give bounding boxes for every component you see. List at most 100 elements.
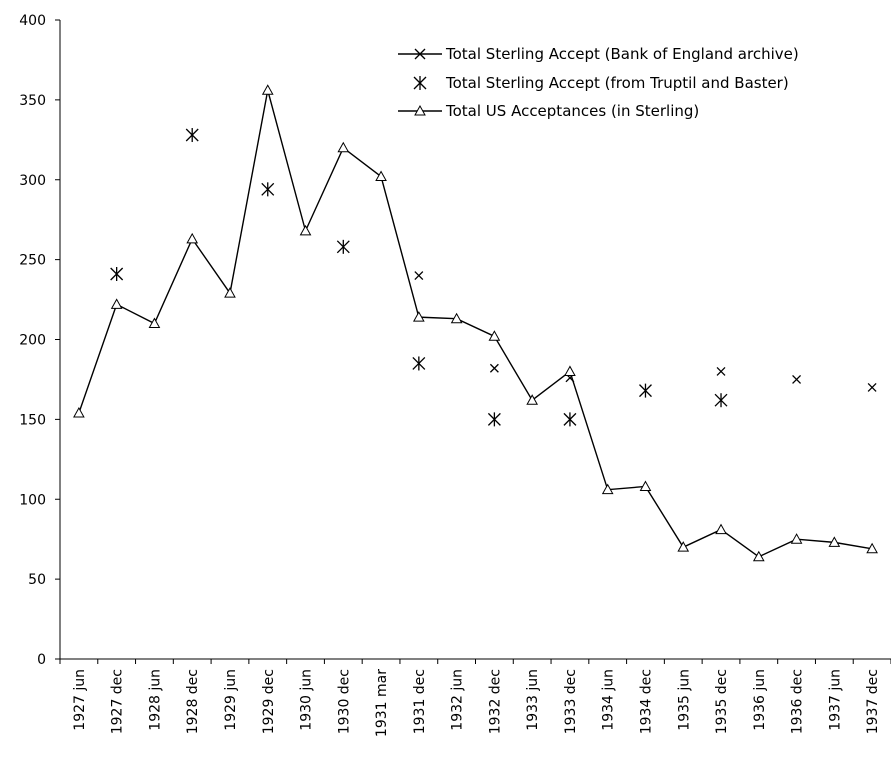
- x-marker-stroke: [716, 366, 726, 376]
- legend-label: Total Sterling Accept (from Truptil and …: [445, 74, 789, 92]
- triangle-marker-shape: [224, 287, 236, 298]
- legend-label: Total Sterling Accept (Bank of England a…: [445, 45, 799, 63]
- data-point: [526, 394, 539, 405]
- triangle-marker-shape: [526, 394, 539, 405]
- data-point: [375, 170, 387, 182]
- x-tick-label: 1935 dec: [714, 669, 730, 734]
- data-point: [261, 84, 274, 95]
- x-tick-label: 1935 jun: [676, 669, 692, 731]
- data-point: [414, 271, 424, 281]
- data-point: [148, 317, 161, 329]
- data-point: [261, 182, 275, 197]
- x-tick-label: 1936 dec: [790, 669, 806, 734]
- triangle-marker-shape: [73, 406, 85, 418]
- x-marker-stroke: [867, 382, 877, 392]
- triangle-marker-shape: [601, 483, 614, 495]
- x-tick-label: 1934 dec: [638, 669, 654, 734]
- x-marker-stroke: [414, 48, 426, 60]
- series-layer: [73, 84, 878, 562]
- data-point: [185, 128, 199, 143]
- y-tick-label: 300: [19, 173, 46, 189]
- x-marker-stroke: [489, 363, 499, 373]
- y-tick-label: 50: [28, 572, 46, 588]
- data-point: [677, 541, 690, 552]
- x-marker-stroke: [792, 374, 802, 384]
- x-tick-label: 1932 dec: [487, 669, 503, 734]
- x-tick-label: 1936 jun: [752, 669, 768, 731]
- y-tick-label: 150: [19, 412, 46, 428]
- data-point: [110, 267, 124, 282]
- triangle-marker-shape: [261, 84, 274, 95]
- data-point: [563, 412, 577, 427]
- axes: 0 50 100 150 200 250 300 350 400 1927 jun 1927 dec…: [19, 13, 891, 737]
- data-point: [639, 383, 652, 398]
- triangle-marker-shape: [564, 365, 576, 376]
- x-tick-label: 1930 dec: [336, 669, 352, 734]
- y-tick-label: 200: [19, 333, 46, 349]
- triangle-marker-shape: [715, 523, 727, 535]
- x-tick-label: 1931 mar: [374, 669, 390, 737]
- data-point: [564, 365, 576, 376]
- data-point: [73, 406, 85, 418]
- x-tick-label: 1932 jun: [450, 669, 466, 731]
- y-tick-label: 100: [19, 492, 46, 508]
- legend-label: Total US Acceptances (in Sterling): [445, 102, 699, 120]
- x-tick-label: 1928 dec: [185, 669, 201, 734]
- data-point: [792, 374, 802, 384]
- data-point: [866, 542, 878, 554]
- triangle-marker-shape: [828, 536, 841, 547]
- y-tick-label: 350: [19, 93, 46, 109]
- data-point: [337, 141, 350, 153]
- data-point: [489, 363, 499, 373]
- triangle-marker-shape: [488, 330, 501, 341]
- x-tick-label: 1933 jun: [525, 669, 541, 731]
- x-tick-label: 1937 jun: [827, 669, 843, 731]
- legend-entry-1: Total Sterling Accept (Bank of England a…: [398, 45, 799, 63]
- triangle-marker-shape: [450, 312, 463, 324]
- data-point: [601, 483, 614, 495]
- triangle-marker-shape: [110, 298, 123, 309]
- data-point: [412, 356, 426, 371]
- triangle-marker-shape: [790, 533, 803, 544]
- triangle-marker-shape: [677, 541, 690, 552]
- triangle-marker-shape: [299, 224, 312, 236]
- triangle-marker-shape: [752, 550, 765, 562]
- data-point: [299, 224, 312, 236]
- x-tick-label: 1927 jun: [72, 669, 88, 731]
- data-point: [828, 536, 841, 547]
- data-point: [639, 480, 652, 491]
- legend-entry-2: Total Sterling Accept (from Truptil and …: [413, 74, 789, 92]
- x-tick-label: 1937 dec: [865, 669, 881, 734]
- x-marker-stroke: [414, 271, 424, 281]
- triangle-marker-shape: [414, 104, 426, 116]
- triangle-marker-shape: [148, 317, 161, 329]
- y-tick-label: 400: [19, 13, 46, 29]
- data-point: [412, 311, 425, 322]
- data-point: [790, 533, 803, 544]
- x-tick-label: 1927 dec: [110, 669, 126, 734]
- triangle-marker-shape: [639, 480, 652, 491]
- data-point: [867, 382, 877, 392]
- triangle-marker-shape: [412, 311, 425, 322]
- series-2: [110, 128, 728, 427]
- x-tick-label: 1931 dec: [412, 669, 428, 734]
- data-point: [336, 239, 350, 254]
- y-tick-label: 0: [37, 652, 46, 668]
- triangle-marker-shape: [866, 542, 878, 554]
- data-point: [186, 232, 199, 244]
- triangle-marker-shape: [375, 170, 387, 182]
- legend-entry-3: Total US Acceptances (in Sterling): [398, 102, 699, 120]
- data-point: [714, 393, 728, 408]
- x-tick-label: 1930 jun: [299, 669, 315, 731]
- x-tick-label: 1929 dec: [261, 669, 277, 734]
- data-point: [110, 298, 123, 309]
- triangle-marker-shape: [337, 141, 350, 153]
- y-tick-label: 250: [19, 253, 46, 269]
- data-point: [450, 312, 463, 324]
- triangle-marker-shape: [186, 232, 199, 244]
- x-tick-label: 1933 dec: [563, 669, 579, 734]
- series-line: [78, 90, 873, 558]
- x-tick-label: 1934 jun: [601, 669, 617, 731]
- x-tick-label: 1929 jun: [223, 669, 239, 731]
